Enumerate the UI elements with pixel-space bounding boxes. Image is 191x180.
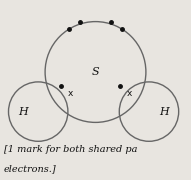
Text: H: H — [18, 107, 28, 117]
Text: S: S — [92, 67, 99, 77]
Text: H: H — [159, 107, 169, 117]
Text: [1 mark for both shared pa: [1 mark for both shared pa — [4, 145, 137, 154]
Text: x: x — [127, 89, 133, 98]
Text: x: x — [68, 89, 73, 98]
Text: electrons.]: electrons.] — [4, 165, 57, 174]
